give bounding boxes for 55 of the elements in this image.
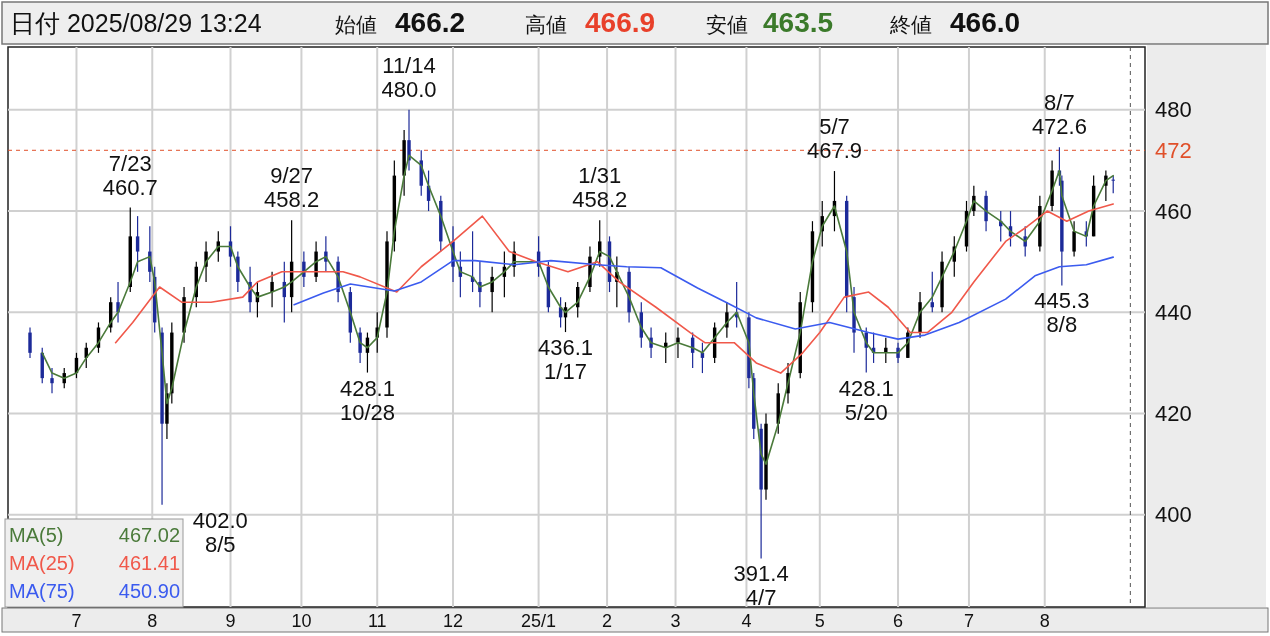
x-tick-label: 3: [670, 611, 681, 631]
annotation: 11/14 480.0: [381, 52, 437, 102]
annotation: 461.41: [118, 552, 180, 574]
annotation: 445.3 8/8: [1034, 288, 1090, 338]
candlestick: [270, 271, 274, 308]
y-tick-label: 440: [1155, 299, 1192, 325]
text: 466.0: [950, 7, 1021, 38]
text: 終値: [889, 13, 932, 36]
candlestick: [676, 326, 680, 359]
text: 高値: [525, 13, 567, 36]
x-tick-label: 11: [367, 611, 387, 631]
x-tick-label: 10: [291, 611, 312, 631]
candlestick: [50, 367, 54, 394]
annotation: 436.1 1/17: [537, 335, 594, 385]
x-tick-label: 4: [741, 611, 752, 631]
annotation: 391.4 4/7: [733, 561, 789, 611]
x-tick-label: 8: [147, 611, 158, 631]
annotation: 467.02: [118, 524, 180, 546]
chart-title: 日付 2025/08/29 13:24: [10, 9, 262, 37]
text: 466.9: [585, 7, 656, 38]
candlestick: [135, 215, 140, 273]
text: 466.2: [395, 7, 466, 38]
x-tick-label: 5: [814, 611, 825, 631]
text: 始値: [335, 13, 377, 36]
y-tick-label: 400: [1155, 502, 1192, 528]
annotation: 8/7 472.6: [1031, 90, 1087, 140]
candlestick: [1072, 220, 1076, 258]
candlestick: [725, 301, 729, 339]
annotation: 5/7 467.9: [806, 114, 862, 164]
x-tick-label: 7: [71, 611, 82, 631]
annotation: 428.1 5/20: [838, 375, 894, 425]
x-tick-label: 8: [1039, 611, 1050, 631]
annotation: 9/27 458.2: [264, 163, 320, 213]
candlestick: [490, 266, 494, 313]
x-tick-label: 9: [225, 611, 236, 631]
x-tick-label: 12: [443, 611, 464, 631]
text: 463.5: [763, 7, 834, 38]
text: 安値: [706, 13, 748, 36]
candlestick: [28, 326, 32, 359]
legend: MA(5) 467.02 MA(25) 461.41 MA(75) 450.90: [4, 518, 184, 608]
annotation: 7/23 460.7: [102, 150, 158, 200]
candlestick: [884, 337, 888, 364]
x-tick-label: 7: [963, 611, 974, 631]
annotation: 402.0 8/5: [192, 507, 248, 557]
y-tick-label: 460: [1155, 198, 1192, 224]
annotation: 450.90: [118, 580, 180, 602]
y-tick-label: 480: [1155, 97, 1192, 123]
annotation: 1/31 458.2: [572, 163, 628, 213]
x-tick-label: 6: [893, 611, 904, 631]
y-tick-label: 420: [1155, 401, 1192, 427]
annotation: 428.1 10/28: [339, 375, 395, 425]
candlestick: [407, 109, 411, 172]
x-tick-label: 25/1: [521, 611, 557, 631]
ref-line-label: 472: [1155, 137, 1192, 163]
x-tick-label: 2: [602, 611, 613, 631]
